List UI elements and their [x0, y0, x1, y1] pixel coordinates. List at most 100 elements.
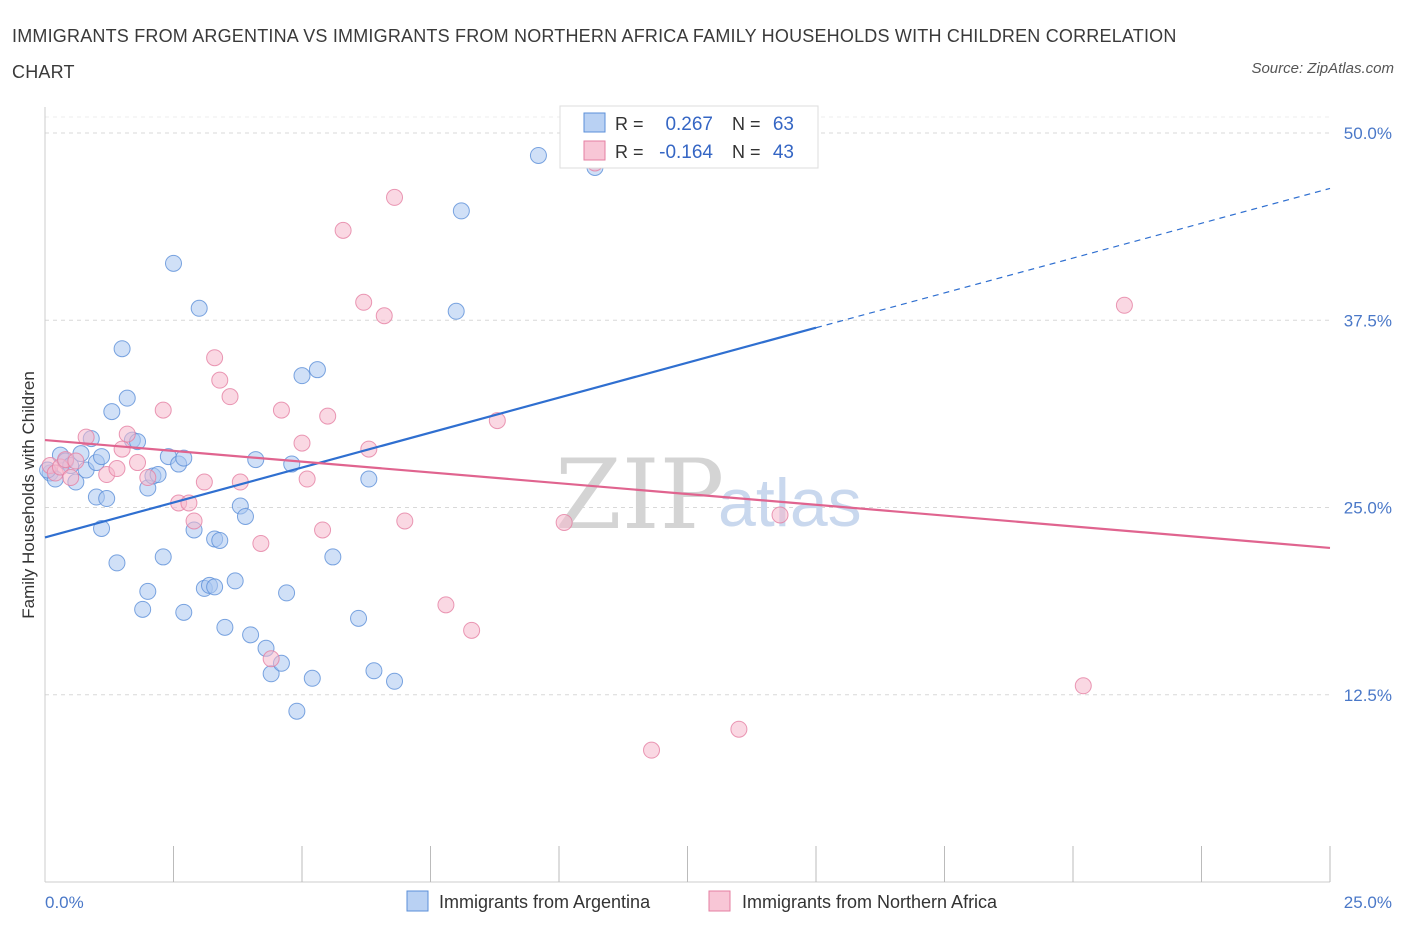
legend-bottom-swatch-northern-africa [708, 890, 731, 912]
northern-africa-point [195, 473, 213, 491]
northern-africa-point [437, 596, 455, 614]
argentina-point [118, 389, 136, 407]
argentina-point [175, 603, 193, 621]
northern-africa-point [262, 650, 280, 668]
x-tick-label: 0.0% [45, 893, 84, 912]
argentina-point [134, 600, 152, 618]
argentina-point [211, 531, 229, 549]
northern-africa-point [154, 401, 172, 419]
x-tick-label: 25.0% [1344, 893, 1392, 912]
northern-africa-point [211, 371, 229, 389]
source-label: Source: ZipAtlas.com [1251, 60, 1394, 77]
northern-africa-point [355, 293, 373, 311]
northern-africa-point [555, 513, 573, 531]
argentina-point [113, 340, 131, 358]
argentina-point [308, 361, 326, 379]
northern-africa-point [185, 512, 203, 530]
argentina-point [288, 702, 306, 720]
y-tick-label: 37.5% [1344, 311, 1392, 330]
northern-africa-point [272, 401, 290, 419]
legend-bottom-label-northern-africa: Immigrants from Northern Africa [742, 892, 998, 912]
argentina-point [360, 470, 378, 488]
legend-top: R = 0.267 N = 63 R = -0.164 N = 43 [559, 105, 819, 169]
northern-africa-point [67, 452, 85, 470]
legend-r-label-2: R = [615, 142, 644, 162]
trend-lines [44, 187, 1331, 550]
y-axis-label: Family Households with Children [19, 371, 38, 619]
argentina-point [247, 451, 265, 469]
legend-bottom-swatch-argentina [406, 890, 429, 912]
argentina-point [206, 578, 224, 596]
argentina-point [175, 449, 193, 467]
argentina-point [447, 302, 465, 320]
legend-r-label-1: R = [615, 114, 644, 134]
argentina-point [139, 582, 157, 600]
northern-africa-point [62, 469, 80, 487]
northern-africa-point [139, 469, 157, 487]
argentina-point [278, 584, 296, 602]
northern-africa-point [108, 460, 126, 478]
argentina-point [303, 669, 321, 687]
legend-bottom: Immigrants from Argentina Immigrants fro… [406, 890, 998, 912]
axes: 12.5% 25.0% 37.5% 50.0% 0.0% 25.0% [44, 107, 1392, 912]
legend-swatch-blue [583, 112, 606, 133]
northern-africa-point [643, 741, 661, 759]
legend-r-value-2: -0.164 [659, 142, 713, 163]
argentina-point [350, 609, 368, 627]
northern-africa-point [118, 425, 136, 443]
argentina-point [365, 662, 383, 680]
argentina-point [236, 507, 254, 525]
argentina-point [529, 146, 547, 164]
argentina-point [154, 548, 172, 566]
y-tick-label: 50.0% [1344, 124, 1392, 143]
legend-swatch-pink [583, 140, 606, 161]
northern-africa-point [375, 307, 393, 325]
y-tick-label: 12.5% [1344, 686, 1392, 705]
legend-bottom-label-argentina: Immigrants from Argentina [439, 892, 651, 912]
argentina-point [93, 448, 111, 466]
grid [45, 116, 1330, 696]
argentina-point [386, 672, 404, 690]
argentina-trend-line [44, 326, 817, 539]
northern-africa-point [463, 621, 481, 639]
northern-africa-point [771, 506, 789, 524]
northern-africa-point [252, 534, 270, 552]
northern-africa-point [1074, 677, 1092, 695]
northern-africa-point [1115, 296, 1133, 314]
argentina-point [165, 254, 182, 272]
legend-r-value-1: 0.267 [665, 114, 713, 135]
northern-africa-trend-line [44, 438, 1331, 550]
chart-title: IMMIGRANTS FROM ARGENTINA VS IMMIGRANTS … [12, 26, 1177, 82]
argentina-point [93, 519, 111, 537]
northern-africa-point [314, 521, 332, 539]
legend-n-label-1: N = [732, 114, 761, 134]
y-tick-label: 25.0% [1344, 499, 1392, 518]
argentina-point [190, 299, 208, 317]
northern-africa-point [113, 440, 131, 458]
northern-africa-point [221, 388, 239, 406]
argentina-point [242, 626, 260, 644]
legend-n-label-2: N = [732, 142, 761, 162]
argentina-point [216, 618, 234, 636]
northern-africa-point [298, 470, 316, 488]
northern-africa-point [386, 188, 404, 206]
northern-africa-point [319, 407, 337, 425]
argentina-point [293, 367, 311, 385]
legend-n-value-2: 43 [773, 142, 794, 163]
argentina-point [324, 548, 342, 566]
northern-africa-point [129, 454, 147, 472]
northern-africa-point [293, 434, 311, 452]
northern-africa-point [730, 720, 748, 738]
argentina-point [108, 554, 126, 572]
argentina-point [103, 403, 121, 421]
northern-africa-point [77, 428, 95, 446]
points [39, 131, 1133, 759]
northern-africa-point [206, 349, 224, 367]
argentina-point [226, 572, 244, 590]
legend-n-value-1: 63 [773, 114, 794, 135]
northern-africa-point [396, 512, 414, 530]
argentina-trend-extension [815, 187, 1331, 329]
northern-africa-point [334, 221, 352, 239]
argentina-point [98, 490, 116, 508]
